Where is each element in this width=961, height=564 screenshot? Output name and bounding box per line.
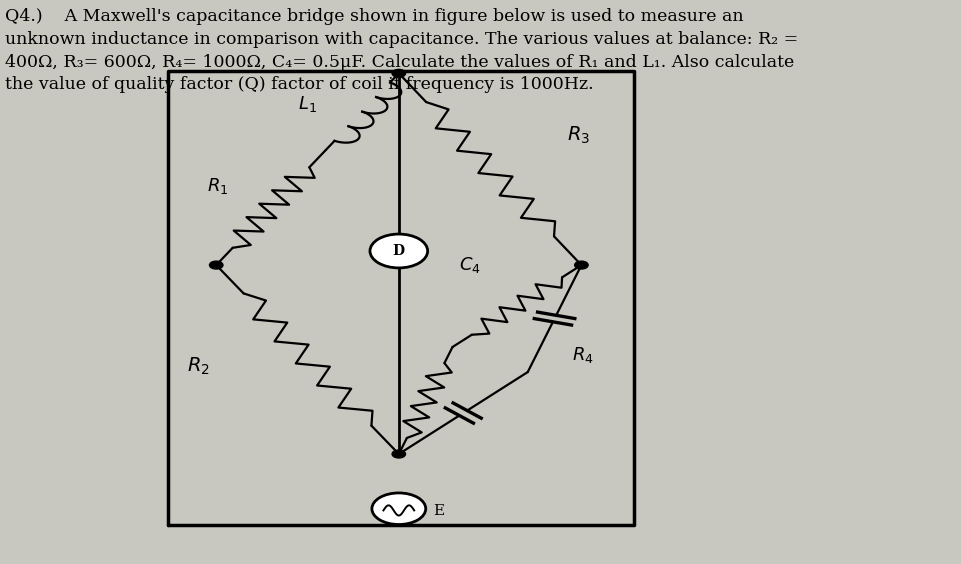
Circle shape: [370, 234, 428, 268]
Text: Q4.)    A Maxwell's capacitance bridge shown in figure below is used to measure : Q4.) A Maxwell's capacitance bridge show…: [5, 8, 744, 25]
Text: 400Ω, R₃= 600Ω, R₄= 1000Ω, C₄= 0.5μF. Calculate the values of R₁ and L₁. Also ca: 400Ω, R₃= 600Ω, R₄= 1000Ω, C₄= 0.5μF. Ca…: [5, 54, 794, 70]
Text: $C_4$: $C_4$: [459, 255, 481, 275]
Text: $R_4$: $R_4$: [572, 345, 594, 365]
Circle shape: [372, 493, 426, 525]
Circle shape: [575, 261, 588, 269]
Circle shape: [209, 261, 223, 269]
Text: unknown inductance in comparison with capacitance. The various values at balance: unknown inductance in comparison with ca…: [5, 31, 798, 48]
Text: $R_1$: $R_1$: [208, 176, 229, 196]
Text: $L_1$: $L_1$: [298, 94, 317, 114]
Text: $R_3$: $R_3$: [567, 125, 590, 146]
Text: D: D: [393, 244, 405, 258]
Text: $R_2$: $R_2$: [186, 356, 209, 377]
Circle shape: [392, 450, 406, 458]
Text: E: E: [433, 504, 445, 518]
Text: the value of quality factor (Q) factor of coil if frequency is 1000Hz.: the value of quality factor (Q) factor o…: [5, 76, 594, 93]
Circle shape: [392, 69, 406, 77]
